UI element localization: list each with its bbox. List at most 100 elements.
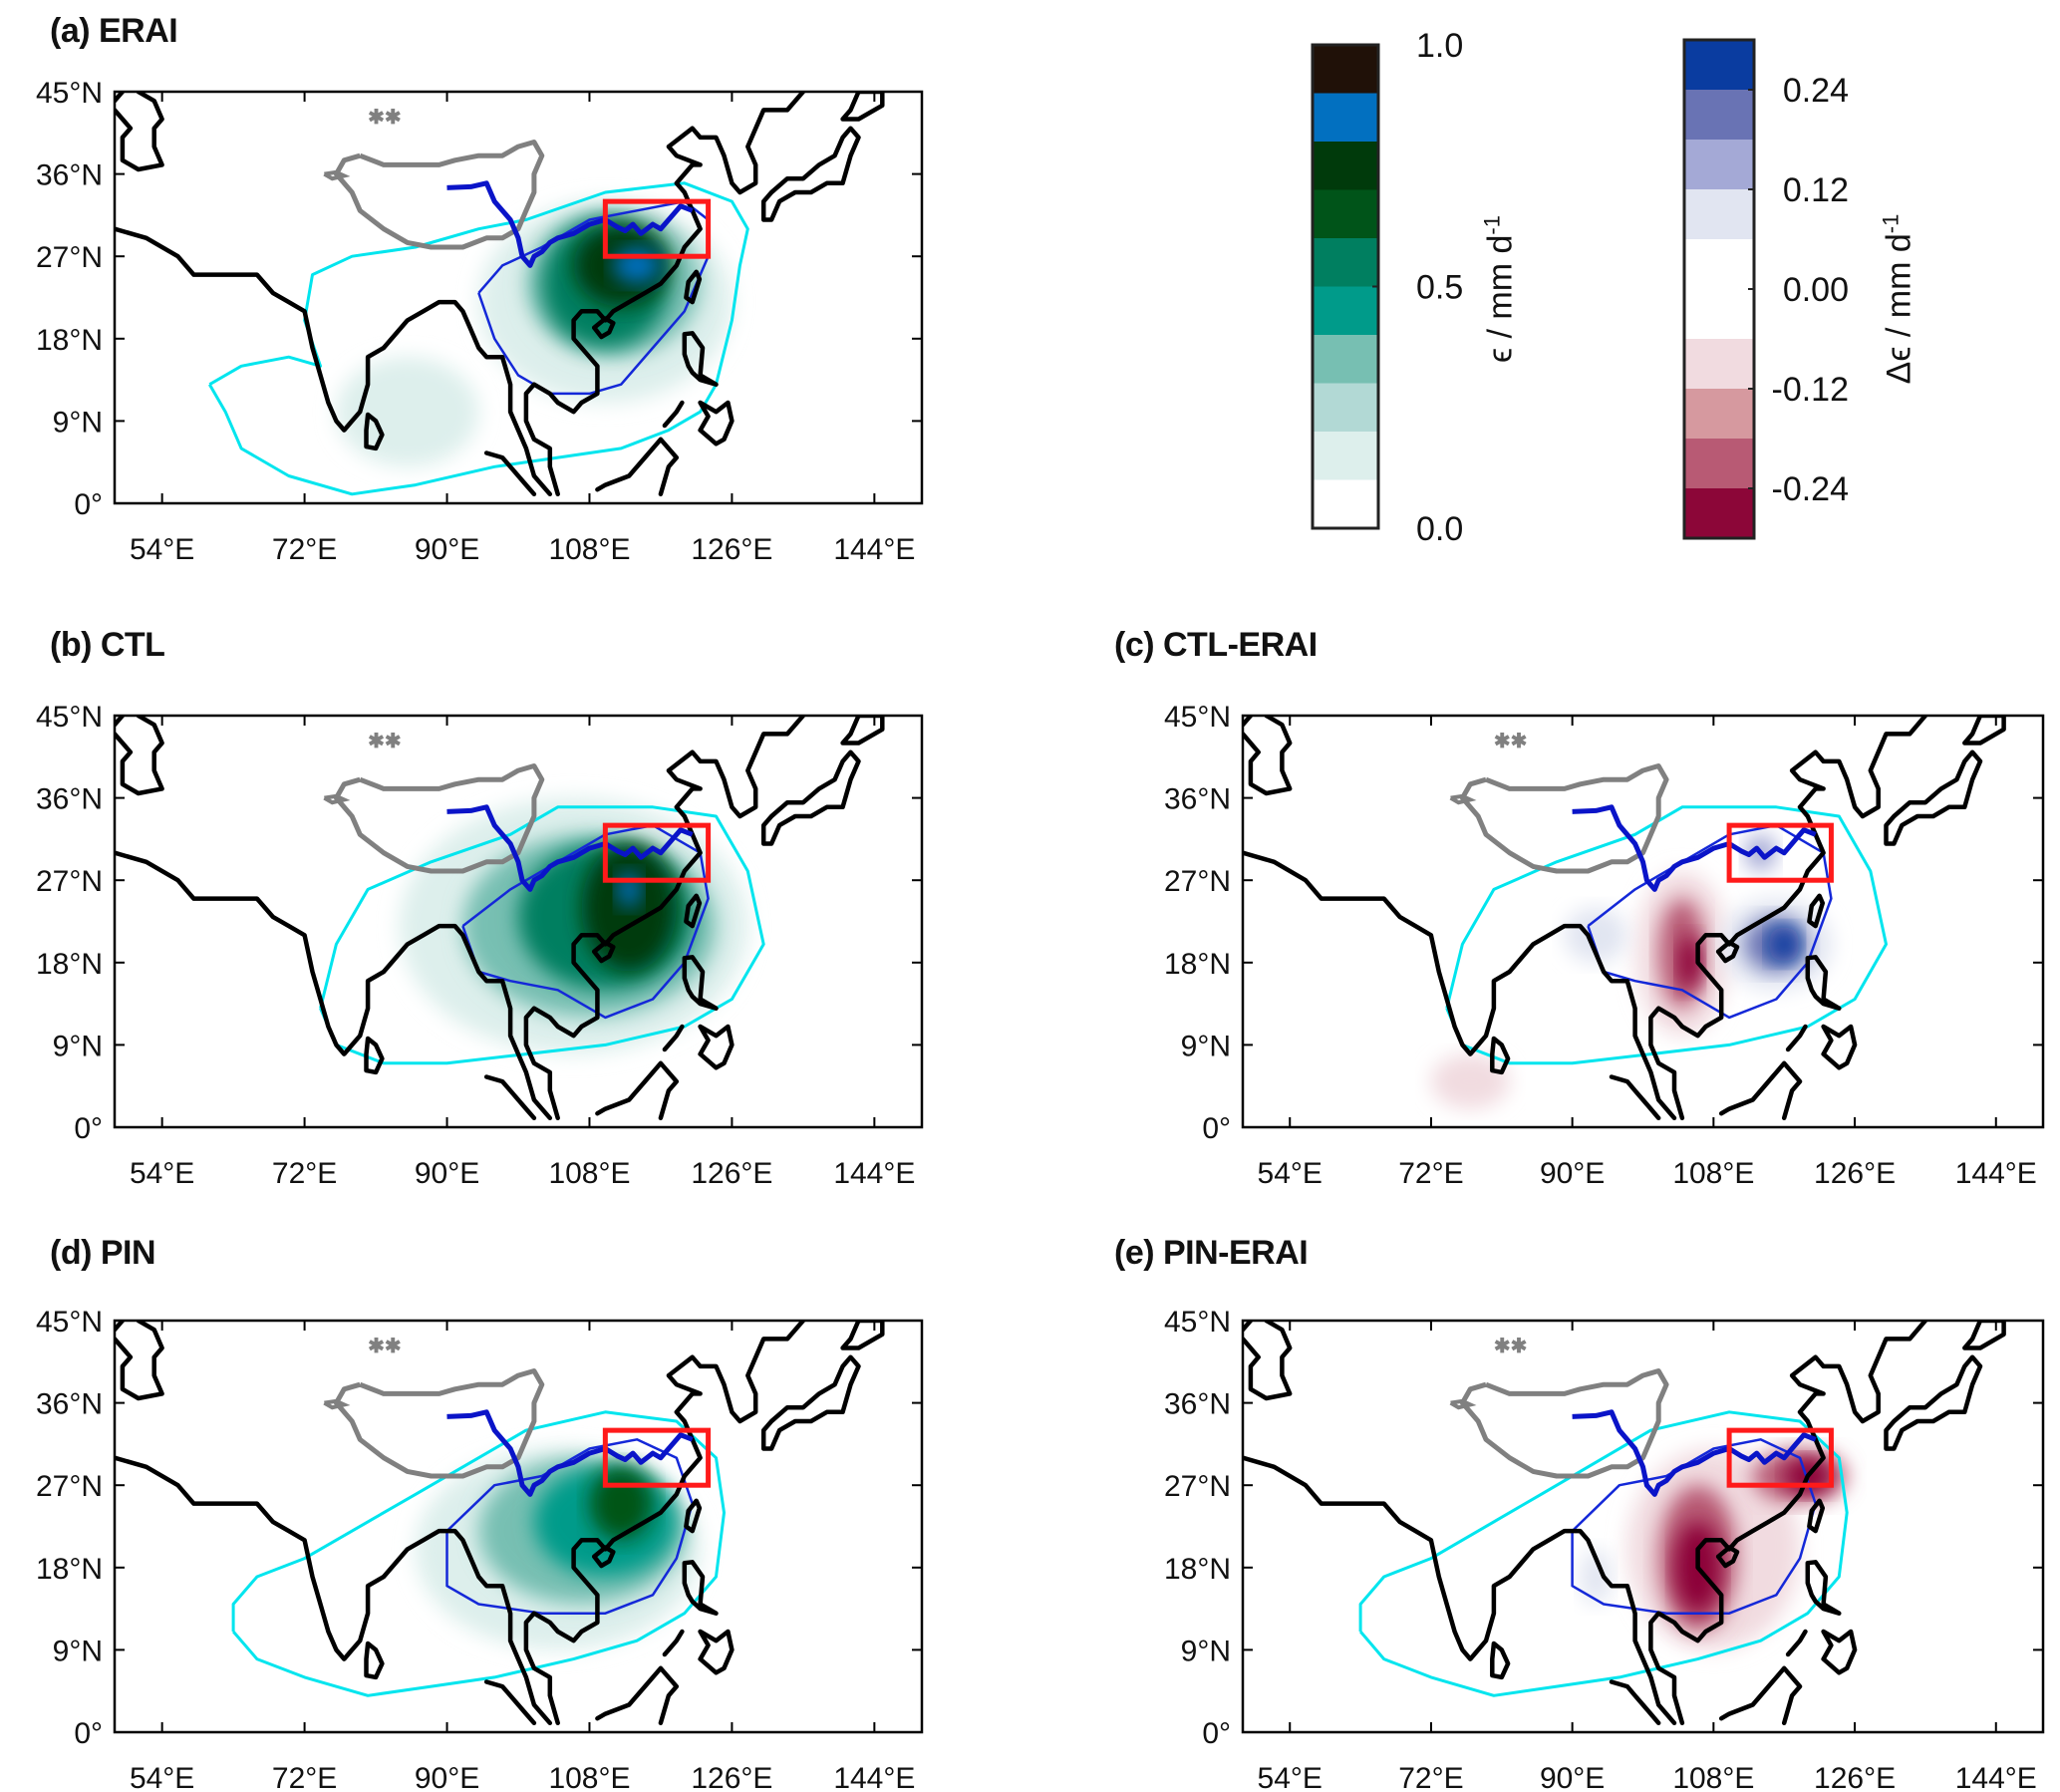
plateau-marker: ✱✱	[1494, 1336, 1528, 1357]
xtick-label: 144°E	[833, 533, 915, 566]
contour-outer-a	[208, 181, 749, 496]
plateau-outline-small	[323, 1398, 351, 1410]
coastline-11	[1609, 1679, 1661, 1726]
coastline-8	[760, 749, 861, 846]
coastline-8	[1884, 749, 1983, 846]
coastline-2	[591, 940, 616, 964]
map-frame	[113, 714, 924, 1129]
xtick-label: 90°E	[1540, 1157, 1605, 1190]
coastline-0	[115, 850, 553, 1121]
xtick-label: 108°E	[548, 1157, 630, 1190]
ytick-label: 45°N	[36, 701, 103, 734]
xtick-label: 72°E	[1398, 1157, 1463, 1190]
yangtze-river	[446, 180, 694, 268]
colorbar-abs-tick-label: 0.0	[1416, 510, 1463, 548]
contour-fill-e-5	[1580, 1549, 1613, 1605]
colorbar-diff-label-sup: -1	[1878, 213, 1904, 234]
coastline-3	[684, 269, 703, 305]
map-panel-e: ✱✱ 54°E 72°E 90°E 108°E 126°E 144°E 0° 9°N 18°N 27…	[1164, 1306, 2045, 1792]
xtick-label: 90°E	[415, 1157, 479, 1190]
xtick-label: 144°E	[833, 1762, 915, 1792]
xtick-label: 126°E	[691, 1762, 772, 1792]
coastline-8	[1884, 1354, 1983, 1451]
coastline-2	[591, 316, 616, 340]
colorbar-diff-swatch-7	[1684, 90, 1754, 140]
colorbar-abs: 1.0 0.5 0.0	[1311, 27, 1463, 548]
colorbar-diff-swatch-4	[1684, 239, 1754, 339]
contour-outer-d	[231, 1410, 726, 1697]
coastline-9	[1962, 1321, 2006, 1350]
plateau-outline	[333, 763, 545, 874]
map-panel-d: ✱✱ 54°E 72°E 90°E 108°E 126°E 144°E 0° 9°N 18°N 27…	[36, 1306, 924, 1792]
yangtze-river	[1572, 804, 1817, 892]
contour-fill-c-5	[1768, 926, 1800, 963]
coastline-13	[115, 716, 164, 796]
coastline-6	[698, 1024, 735, 1070]
map-content: ✱✱	[1243, 716, 2043, 1127]
map-panel-a: ✱✱ 54°E 72°E 90°E 108°E 126°E 144°E 0° 9°N 18°N 27…	[36, 77, 924, 566]
colorbar-diff-swatch-3	[1684, 339, 1754, 389]
plateau-outline-small	[1449, 1398, 1477, 1410]
colorbar-diff-tick-label: 0.00	[1783, 271, 1849, 309]
coastline-4	[364, 1036, 385, 1075]
ytick-label: 27°N	[36, 865, 103, 898]
coastline-11	[483, 1074, 537, 1121]
contour-fill-a-1	[336, 357, 479, 467]
coastline-0	[1243, 850, 1677, 1121]
coastline-5	[1805, 1560, 1842, 1616]
contour-fill-c-7	[1564, 907, 1627, 963]
xtick-label: 108°E	[548, 1762, 630, 1792]
coastline-1	[523, 1321, 806, 1726]
plateau-outline	[333, 140, 545, 250]
coastline-6	[1821, 1629, 1858, 1675]
xtick-label: 54°E	[130, 1157, 194, 1190]
map-content: ✱✱	[115, 1321, 922, 1732]
ytick-label: 45°N	[36, 77, 103, 110]
coastline-1	[523, 92, 806, 497]
xtick-label: 144°E	[1955, 1157, 2037, 1190]
contour-fill-a-5	[613, 247, 661, 284]
ytick-label: 0°	[74, 1717, 103, 1750]
map-frame	[1241, 714, 2045, 1129]
coastline-1	[1648, 1321, 1928, 1726]
coastline-9	[840, 716, 885, 746]
coastline-6	[698, 1629, 735, 1675]
region-box	[602, 822, 712, 883]
plateau-marker: ✱✱	[368, 1336, 402, 1357]
colorbar-abs-swatch-9	[1313, 45, 1378, 94]
colorbar-abs-swatch-1	[1313, 432, 1378, 480]
xtick-label: 126°E	[1814, 1157, 1896, 1190]
coastline-3	[684, 1498, 703, 1534]
coastline-13	[1243, 716, 1293, 796]
coastline-8	[760, 1354, 861, 1451]
ytick-label: 9°N	[1181, 1635, 1231, 1667]
ytick-label: 18°N	[36, 948, 103, 981]
colorbar-diff-tick-label: -0.24	[1772, 470, 1850, 508]
contour-fill-d-3	[589, 1466, 653, 1541]
coastline-7	[662, 400, 685, 429]
xtick-label: 54°E	[1258, 1157, 1323, 1190]
coastline-4	[1490, 1036, 1511, 1075]
coastline-0	[115, 226, 553, 497]
xtick-label: 108°E	[1672, 1157, 1754, 1190]
xtick-label: 126°E	[691, 1157, 772, 1190]
coastline-12	[115, 92, 126, 104]
plateau-outline-small	[1449, 793, 1477, 805]
colorbar-diff-swatch-2	[1684, 389, 1754, 439]
ytick-label: 27°N	[36, 241, 103, 274]
xtick-label: 54°E	[130, 533, 194, 566]
ytick-label: 27°N	[36, 1470, 103, 1503]
coastline-11	[483, 1679, 537, 1726]
panel-title-e: (e) PIN-ERAI	[1114, 1234, 1309, 1272]
plateau-outline-small	[323, 793, 351, 805]
colorbar-abs-label: ϵ / mm d-1	[1479, 215, 1520, 363]
contour-outer-c	[1445, 805, 1888, 1065]
xtick-label: 108°E	[548, 533, 630, 566]
xtick-label: 72°E	[272, 1157, 337, 1190]
coastline-13	[115, 92, 164, 172]
coastline-7	[662, 1024, 685, 1052]
ytick-label: 18°N	[1164, 948, 1231, 981]
xtick-label: 72°E	[272, 1762, 337, 1792]
yangtze-river	[1572, 1409, 1817, 1497]
